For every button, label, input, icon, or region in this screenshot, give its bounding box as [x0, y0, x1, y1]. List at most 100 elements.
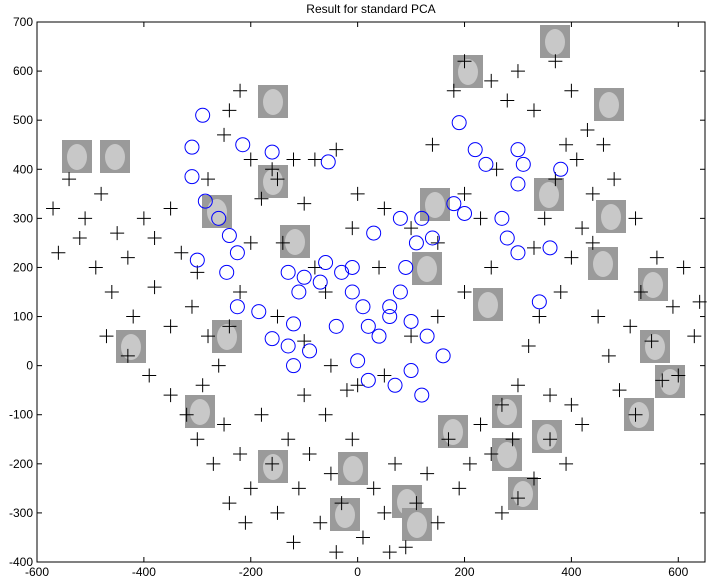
- point: [424, 230, 440, 246]
- point: [414, 387, 430, 403]
- point: [489, 162, 504, 177]
- point: [197, 193, 213, 209]
- point: [190, 265, 205, 280]
- point: [88, 260, 103, 275]
- point: [297, 196, 312, 211]
- y-tick-label: 600: [13, 64, 33, 78]
- face-shape: [263, 89, 283, 115]
- point: [62, 172, 77, 187]
- point: [430, 515, 445, 530]
- point: [591, 309, 606, 324]
- point: [195, 378, 210, 393]
- point: [189, 252, 205, 268]
- point: [222, 496, 237, 511]
- point: [505, 432, 520, 447]
- y-tick-label: 700: [13, 15, 33, 29]
- point: [251, 304, 267, 320]
- point: [355, 530, 370, 545]
- point: [526, 103, 541, 118]
- point: [286, 358, 302, 374]
- point: [110, 226, 125, 241]
- point: [543, 388, 558, 403]
- point: [243, 152, 258, 167]
- point: [569, 152, 584, 167]
- point: [510, 142, 526, 158]
- point: [221, 228, 237, 244]
- face-shape: [190, 399, 210, 425]
- point: [473, 417, 488, 432]
- x-tick-label: -600: [25, 565, 49, 579]
- point: [184, 169, 200, 185]
- point: [521, 339, 536, 353]
- face-shape: [478, 292, 498, 318]
- point: [457, 205, 473, 221]
- y-tick-label: 200: [13, 260, 33, 274]
- point: [649, 250, 664, 265]
- x-tick-label: -200: [239, 565, 263, 579]
- point: [671, 368, 686, 383]
- point: [270, 172, 285, 187]
- face-shape: [497, 399, 517, 425]
- point: [542, 240, 558, 256]
- point: [585, 235, 600, 250]
- point: [478, 156, 494, 172]
- point: [174, 245, 189, 260]
- point: [457, 186, 472, 201]
- point: [655, 373, 670, 388]
- point: [414, 210, 430, 226]
- point: [270, 505, 285, 520]
- point: [377, 368, 392, 383]
- point: [195, 107, 211, 123]
- point: [377, 505, 392, 520]
- point: [403, 363, 419, 379]
- point: [441, 432, 456, 447]
- y-tick-label: 400: [13, 162, 33, 176]
- point: [537, 211, 552, 226]
- point: [136, 211, 151, 226]
- point: [243, 481, 258, 496]
- x-tick-label: 400: [561, 565, 581, 579]
- point: [254, 407, 269, 422]
- point: [494, 397, 509, 412]
- point: [515, 156, 531, 172]
- point: [201, 172, 216, 187]
- point: [344, 284, 360, 300]
- point: [633, 285, 648, 299]
- point: [264, 331, 280, 347]
- point: [217, 127, 232, 142]
- point: [350, 378, 365, 393]
- face-shape: [417, 256, 437, 282]
- point: [296, 269, 312, 285]
- point: [392, 210, 408, 226]
- point: [219, 264, 235, 280]
- point: [147, 280, 162, 295]
- point: [323, 466, 338, 481]
- point: [409, 496, 424, 511]
- point: [484, 447, 499, 461]
- point: [510, 176, 526, 192]
- face-shape: [643, 272, 663, 298]
- point: [392, 284, 408, 300]
- point: [318, 407, 333, 422]
- point: [387, 377, 403, 393]
- point: [366, 225, 382, 241]
- point: [206, 456, 221, 471]
- point: [494, 210, 510, 226]
- point: [126, 309, 141, 324]
- point: [297, 388, 312, 403]
- point: [264, 144, 280, 160]
- plot-frame: [36, 21, 706, 563]
- point: [543, 432, 558, 447]
- point: [270, 309, 285, 324]
- point: [612, 383, 627, 398]
- point: [377, 201, 392, 216]
- y-tick-label: -400: [9, 555, 33, 569]
- face-shape: [217, 324, 237, 350]
- point: [318, 255, 334, 271]
- point: [623, 319, 638, 334]
- face-shape: [497, 442, 517, 468]
- point: [419, 328, 435, 344]
- point: [120, 250, 135, 265]
